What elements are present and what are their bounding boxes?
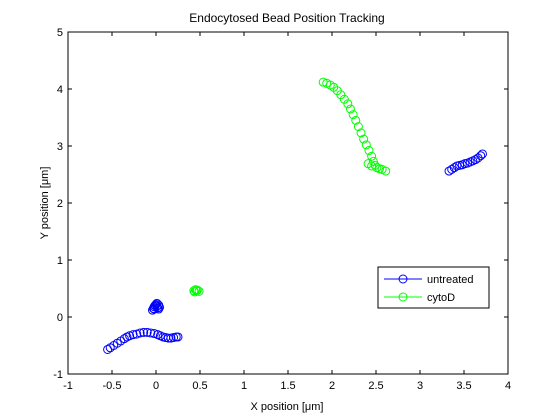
data-point-untreated-0-23 [173,332,183,342]
x-tick-label: 4 [505,380,511,392]
x-tick-label: 2 [329,380,335,392]
data-point-cytoD-1-13 [359,134,369,144]
legend: untreated cytoD [377,266,490,309]
legend-box [377,266,490,309]
axes-layer: -1 -0.5 0 0.5 1 1.5 2 2.5 3 3.5 4 -1 0 1 2 3 4 5 [53,27,511,392]
series-cytoD [189,77,391,297]
data-point-cytoD-0-4 [190,287,200,297]
data-point-cytoD-1-12 [356,128,366,138]
data-point-untreated-0-7 [125,331,135,341]
data-point-untreated-1-12 [149,304,159,314]
x-tick-label: 3.5 [456,380,471,392]
data-point-untreated-1-10 [152,298,162,308]
x-tick-label: 1.5 [280,380,295,392]
data-point-cytoD-1-10 [351,115,361,125]
data-point-untreated-0-10 [135,328,145,338]
data-point-cytoD-1-8 [345,104,355,114]
data-point-cytoD-1-11 [353,122,363,132]
data-point-cytoD-0-0 [189,286,199,296]
legend-marker-untreated [398,274,408,284]
x-tick-label: 0.5 [192,380,207,392]
x-tick-label: 1 [241,380,247,392]
data-point-untreated-2-2 [449,163,459,173]
series-untreated [103,149,487,354]
data-point-untreated-0-13 [146,328,156,338]
x-tick-label: 2.5 [368,380,383,392]
data-point-untreated-0-14 [149,329,159,339]
legend-label-untreated: untreated [427,274,473,286]
data-point-untreated-0-5 [119,334,129,344]
x-tick-label: -1 [63,380,73,392]
y-tick-label: 0 [57,312,63,324]
series-layer [103,77,487,354]
y-tick-label: 3 [57,141,63,153]
y-tick-label: -1 [53,369,63,381]
legend-label-cytoD: cytoD [427,292,455,304]
plot-area [68,32,508,374]
chart-title: Endocytosed Bead Position Tracking [189,11,384,25]
data-point-cytoD-1-22 [381,166,391,176]
data-point-untreated-0-9 [132,329,142,339]
data-point-untreated-0-8 [128,330,138,340]
y-tick-label: 5 [57,27,63,39]
data-point-untreated-1-11 [150,301,160,311]
y-tick-label: 2 [57,198,63,210]
data-point-untreated-0-11 [139,327,149,337]
data-point-cytoD-1-7 [343,99,353,109]
x-axis-label: X position [μm] [251,401,324,413]
data-point-cytoD-1-14 [361,140,371,150]
data-point-cytoD-0-2 [192,285,202,295]
data-point-untreated-2-13 [477,149,487,159]
data-point-cytoD-1-16 [367,151,377,161]
y-tick-label: 1 [57,255,63,267]
data-point-cytoD-1-24 [367,161,377,171]
y-tick-label: 4 [57,84,63,96]
legend-marker-cytoD [398,292,408,302]
data-point-untreated-0-0 [103,344,113,354]
data-point-cytoD-1-9 [348,110,358,120]
data-point-cytoD-1-15 [364,146,374,156]
data-point-untreated-2-12 [476,151,486,161]
y-axis-label: Y position [μm] [39,167,51,240]
x-tick-label: 3 [417,380,423,392]
data-point-cytoD-0-5 [191,286,201,296]
x-tick-label: 0 [153,380,159,392]
x-tick-label: -0.5 [103,380,122,392]
data-point-untreated-0-12 [142,327,152,337]
